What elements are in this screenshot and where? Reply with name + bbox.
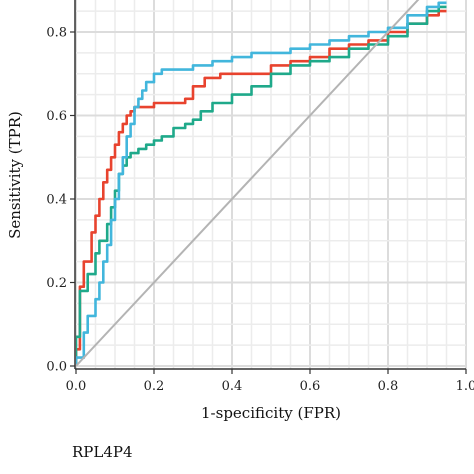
x-tick-label: 0.4 xyxy=(222,379,243,394)
y-tick-label: 0.8 xyxy=(46,26,67,41)
roc-curve-1 xyxy=(76,9,447,366)
x-tick-label: 0.2 xyxy=(144,379,165,394)
roc-curve-2 xyxy=(76,5,447,366)
x-tick-label: 0.8 xyxy=(378,379,399,394)
y-tick-label: 0.0 xyxy=(46,360,67,375)
y-tick-label: 0.2 xyxy=(46,276,67,291)
series-layer xyxy=(76,0,447,367)
roc-curve-3 xyxy=(76,1,447,366)
x-tick-label: 0.0 xyxy=(66,379,87,394)
x-tick-label: 1.0 xyxy=(456,379,474,394)
y-tick-label: 0.6 xyxy=(46,109,67,124)
y-tick-label: 0.4 xyxy=(46,193,67,208)
grid-lines xyxy=(75,0,467,369)
gene-label: RPL4P4 xyxy=(72,443,133,461)
tick-labels: 0.0 0.2 0.4 0.6 0.8 1.0 0.0 0.2 0.4 0.6 0.8 xyxy=(46,26,474,395)
x-axis-title: 1-specificity (FPR) xyxy=(201,404,341,422)
x-tick-label: 0.6 xyxy=(300,379,321,394)
reference-diagonal-line xyxy=(76,0,420,367)
y-axis-title: Sensitivity (TPR) xyxy=(6,111,24,239)
axes xyxy=(74,0,466,370)
